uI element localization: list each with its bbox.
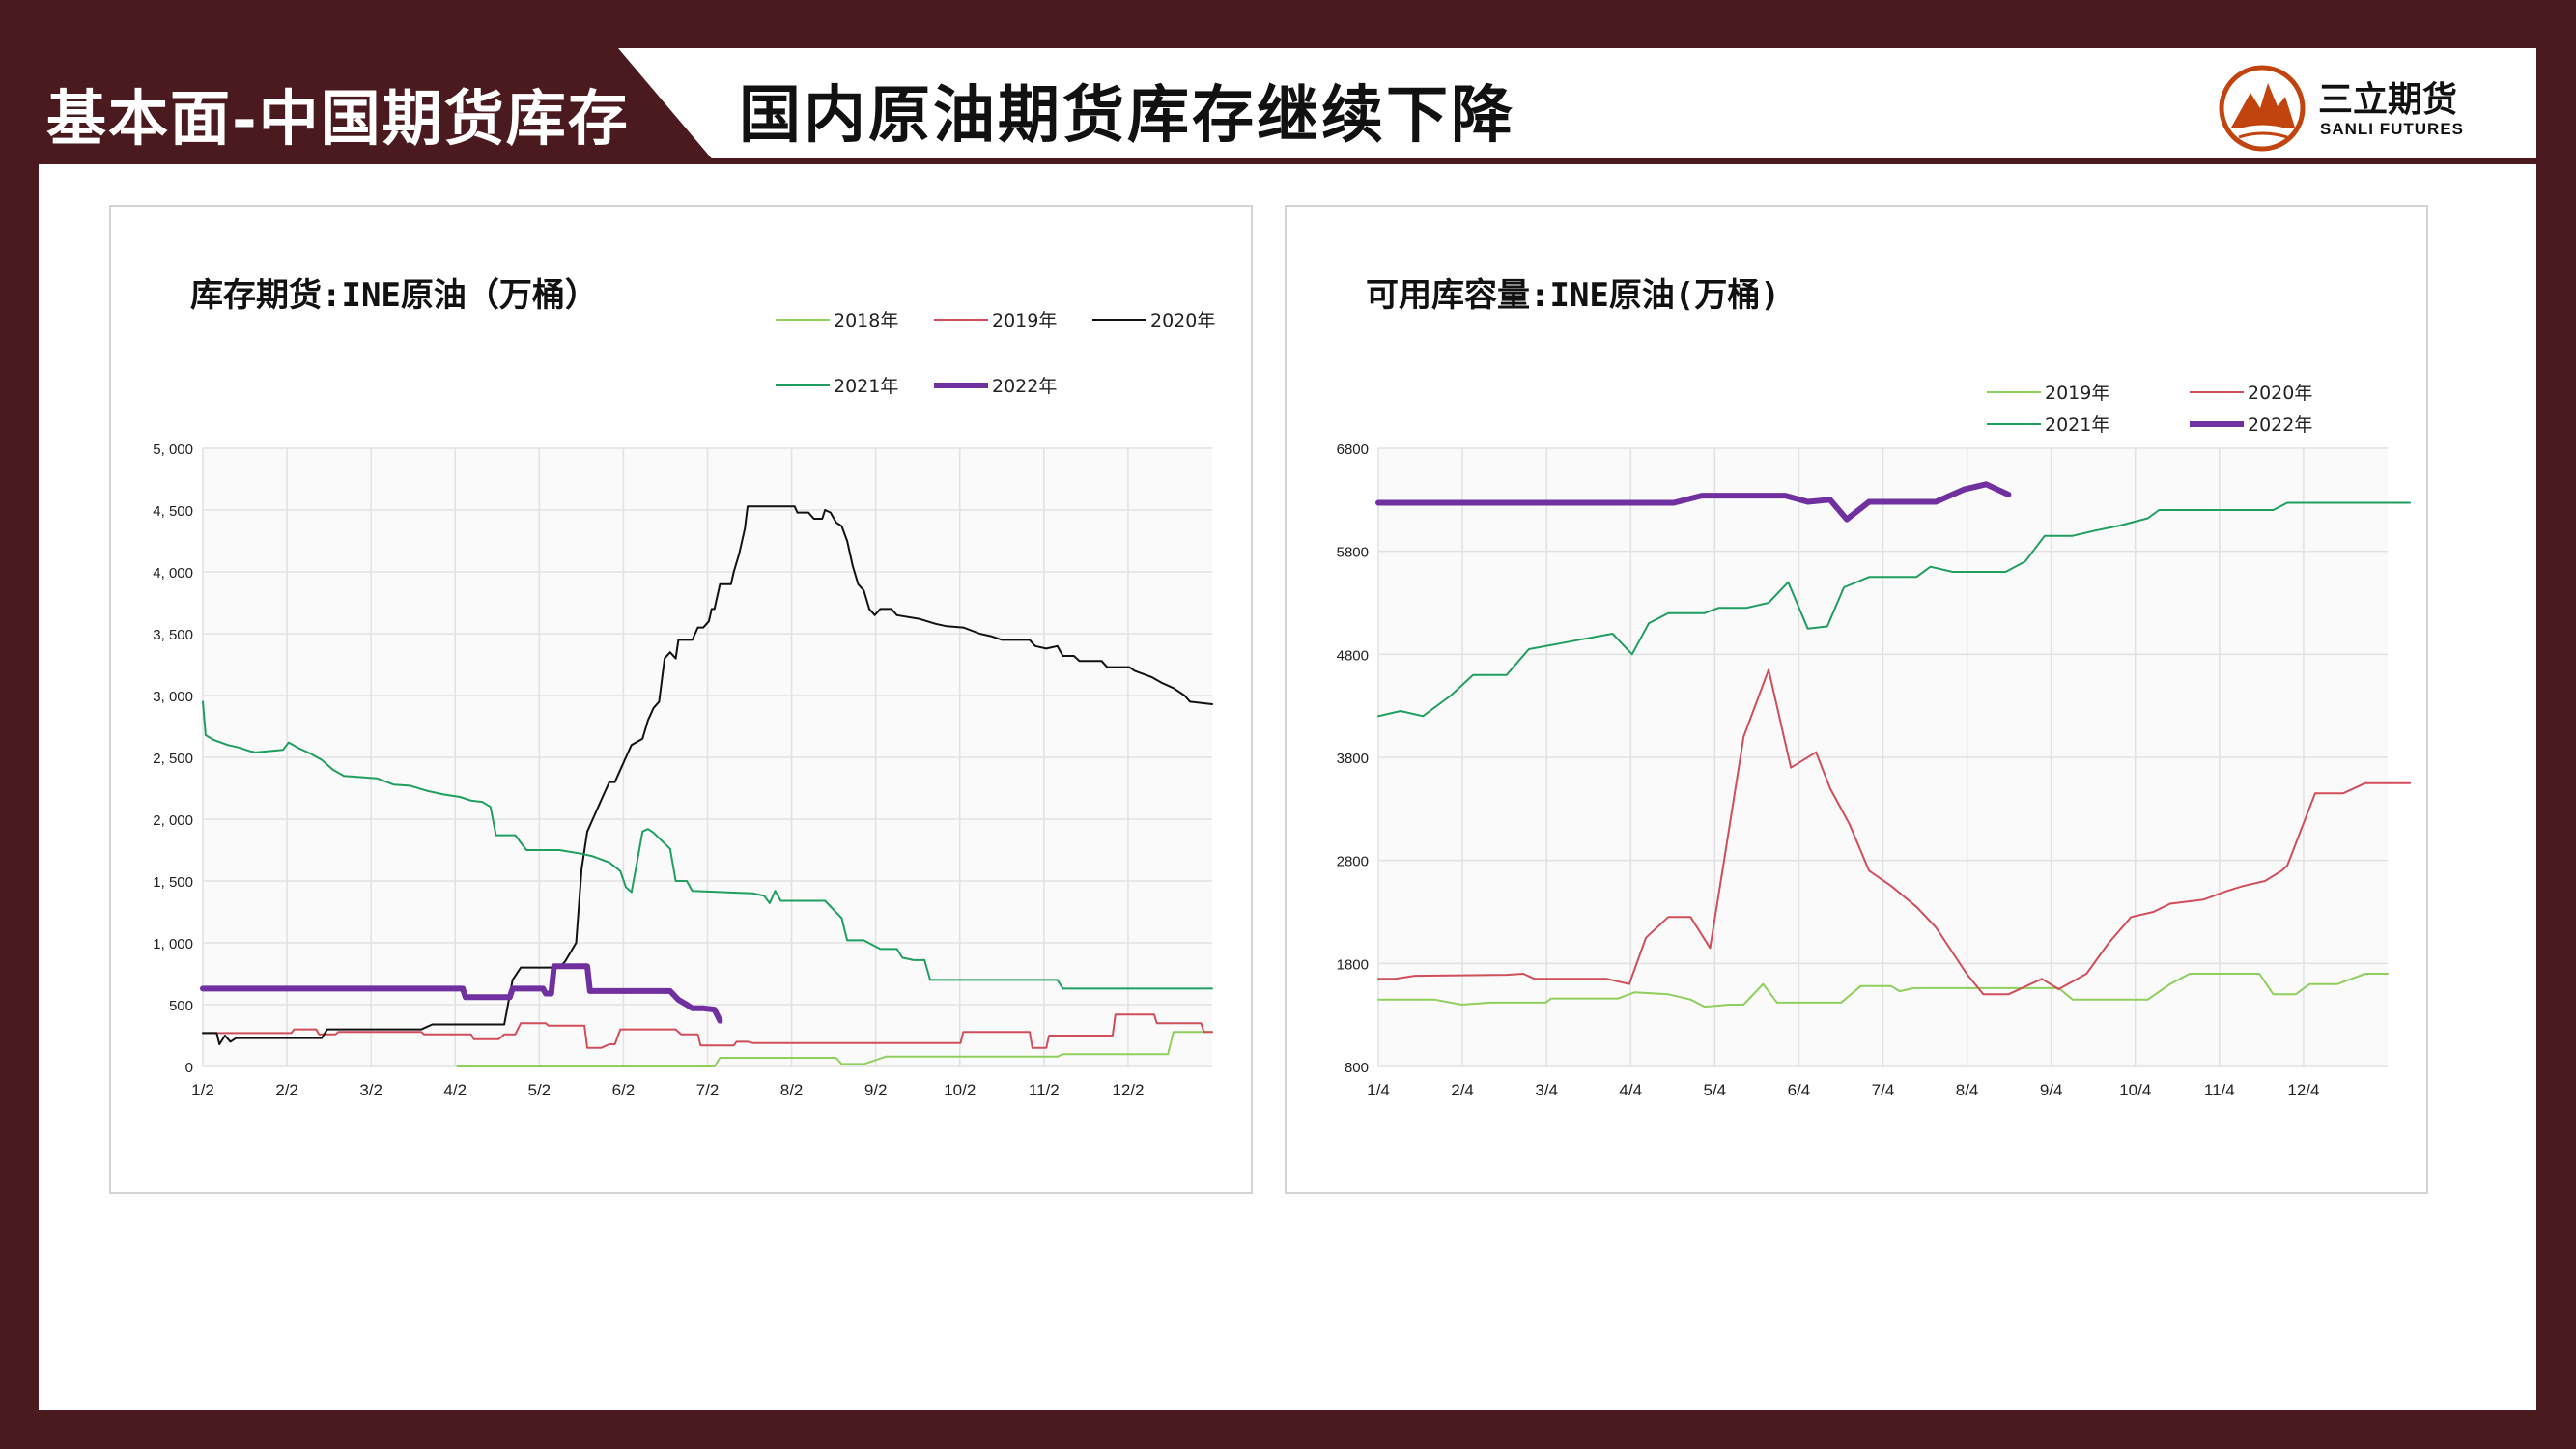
x-tick-label: 8/4 — [1956, 1081, 1979, 1099]
y-tick-label: 1, 000 — [153, 936, 193, 952]
legend-label: 2018年 — [834, 310, 898, 331]
y-tick-label: 2, 000 — [153, 812, 193, 829]
y-tick-label: 4, 500 — [153, 503, 193, 520]
legend-label: 2022年 — [2248, 414, 2312, 436]
y-tick-label: 6800 — [1337, 441, 1369, 458]
x-tick-label: 3/2 — [359, 1081, 382, 1099]
x-tick-label: 11/4 — [2204, 1081, 2235, 1099]
legend-label: 2019年 — [2045, 383, 2109, 404]
x-tick-label: 6/4 — [1788, 1081, 1811, 1099]
x-tick-label: 5/4 — [1704, 1081, 1727, 1099]
x-tick-label: 6/2 — [612, 1081, 636, 1099]
x-tick-label: 7/2 — [696, 1081, 720, 1099]
company-logo: 三立期货 SANLI FUTURES — [2218, 64, 2507, 153]
series-line — [1377, 501, 2412, 718]
x-tick-label: 1/2 — [191, 1081, 214, 1099]
x-tick-label: 4/4 — [1619, 1081, 1642, 1099]
capacity-line-chart: 800 1800 2800 3800 4800 5800 6800 1/4 2/4 3/4 4/4 5… — [1337, 383, 2412, 1099]
x-tick-label: 8/2 — [780, 1081, 804, 1099]
series-line — [456, 1031, 1213, 1067]
x-tick-label: 9/4 — [2040, 1081, 2063, 1099]
y-tick-label: 500 — [169, 998, 193, 1014]
legend-label: 2019年 — [992, 310, 1057, 331]
y-tick-label: 1800 — [1337, 956, 1369, 973]
series-line — [202, 1013, 1213, 1049]
y-tick-label: 5800 — [1337, 545, 1369, 561]
capacity-chart-panel: 可用库容量:INE原油(万桶) 800 1800 2800 3800 4800 5800 6… — [1285, 205, 2428, 1194]
x-tick-label: 11/2 — [1029, 1081, 1060, 1099]
y-tick-label: 2800 — [1337, 854, 1369, 870]
series-line — [200, 963, 723, 1024]
chart-title: 库存期货:INE原油（万桶） — [190, 276, 598, 315]
slide: 基本面-中国期货库存 国内原油期货库存继续下降 三立期货 SANLI FUTUR… — [39, 48, 2536, 1410]
x-tick-label: 12/4 — [2287, 1081, 2319, 1099]
series-line — [202, 700, 1213, 990]
legend-label: 2020年 — [2248, 383, 2312, 404]
y-tick-label: 4800 — [1337, 647, 1369, 664]
series-line — [1377, 973, 2389, 1009]
mountain-logo-icon — [2219, 65, 2306, 152]
x-tick-label: 12/2 — [1112, 1081, 1144, 1099]
x-tick-label: 9/2 — [864, 1081, 888, 1099]
inventory-line-chart: 0 500 1, 000 1, 500 2, 000 2, 500 3, 000 3, 500… — [153, 310, 1215, 1099]
y-tick-label: 0 — [185, 1060, 193, 1076]
logo-name-cn: 三立期货 — [2318, 80, 2458, 120]
header-divider — [39, 158, 2536, 164]
page-title: 国内原油期货库存继续下降 — [739, 79, 1515, 152]
x-tick-label: 4/2 — [443, 1081, 467, 1099]
y-tick-label: 4, 000 — [153, 565, 193, 582]
x-tick-label: 2/2 — [275, 1081, 298, 1099]
y-tick-label: 800 — [1345, 1060, 1369, 1076]
legend-label: 2021年 — [834, 376, 898, 397]
y-tick-label: 3800 — [1337, 751, 1369, 767]
y-tick-label: 2, 500 — [153, 751, 193, 767]
legend-label: 2020年 — [1150, 310, 1215, 331]
logo-name-en: SANLI FUTURES — [2320, 120, 2464, 138]
inventory-chart-panel: 库存期货:INE原油（万桶） 0 500 1, 000 1, 500 2, 000 2, … — [109, 205, 1253, 1194]
y-tick-label: 3, 500 — [153, 627, 193, 643]
x-tick-label: 2/4 — [1451, 1081, 1474, 1099]
x-tick-label: 7/4 — [1872, 1081, 1895, 1099]
y-tick-label: 5, 000 — [153, 441, 193, 458]
legend-label: 2021年 — [2045, 414, 2109, 436]
section-title: 基本面-中国期货库存 — [46, 83, 630, 154]
y-tick-label: 3, 000 — [153, 689, 193, 705]
chart-title: 可用库容量:INE原油(万桶) — [1366, 276, 1780, 315]
series-line — [1377, 668, 2412, 996]
x-tick-label: 1/4 — [1367, 1081, 1390, 1099]
y-tick-label: 1, 500 — [153, 874, 193, 891]
x-tick-label: 3/4 — [1535, 1081, 1558, 1099]
series-line — [1375, 481, 2012, 523]
section-tab: 基本面-中国期货库存 — [39, 48, 715, 162]
x-tick-label: 10/4 — [2119, 1081, 2151, 1099]
x-tick-label: 10/2 — [944, 1081, 976, 1099]
legend-label: 2022年 — [992, 376, 1057, 397]
x-tick-label: 5/2 — [528, 1081, 552, 1099]
